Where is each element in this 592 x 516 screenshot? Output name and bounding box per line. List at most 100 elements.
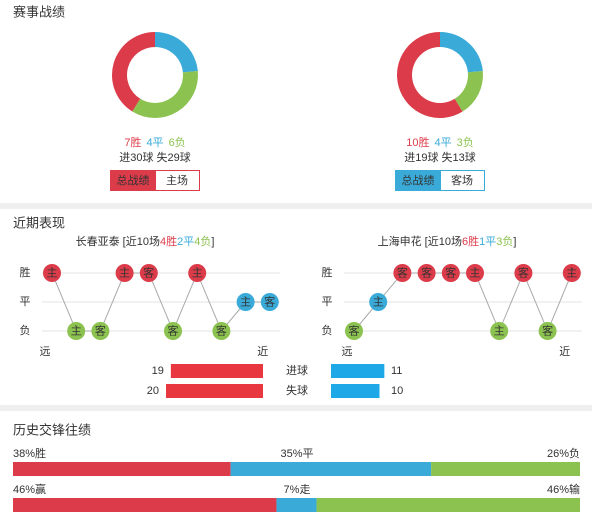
venue-label: 主 — [566, 266, 577, 279]
team-title-part: ] — [513, 236, 516, 248]
record-label: 4平 — [146, 137, 163, 149]
form-point — [164, 322, 182, 340]
venue-label: 主 — [494, 324, 505, 337]
history-label: 46%输 — [547, 482, 580, 496]
team-title-part: 4胜 — [160, 234, 177, 248]
venue-label: 客 — [95, 323, 106, 337]
venue-label: 主 — [71, 324, 82, 337]
form-point — [236, 293, 255, 311]
venue-label: 客 — [216, 323, 227, 337]
record-label: 4平 — [435, 137, 452, 149]
form-point — [562, 264, 581, 282]
history-bar — [431, 462, 580, 476]
team-title-part: ] — [211, 236, 214, 248]
venue-label: 主 — [192, 266, 203, 279]
level-label: 胜 — [322, 265, 333, 279]
history-bar — [230, 462, 432, 476]
donut-slice — [397, 32, 463, 118]
form-point — [514, 264, 533, 282]
goal-value: 19 — [152, 365, 164, 377]
level-label: 平 — [20, 296, 31, 308]
team-title-part: 2平 — [177, 236, 194, 248]
record-label: 10胜 — [406, 135, 429, 149]
donut-slice — [155, 32, 198, 73]
venue-label: 主 — [240, 295, 251, 308]
team-title-part: 1平 — [479, 236, 496, 248]
history-bar — [316, 498, 580, 512]
goal-label: 失球 — [286, 383, 308, 397]
donut-slice — [132, 71, 198, 118]
far-label: 远 — [342, 345, 353, 358]
record-summary: 10胜 4平 3负 — [406, 135, 474, 149]
team-title: 长春亚泰 [近10场4胜2平4负] — [76, 234, 215, 248]
venue-label: 主 — [373, 295, 384, 308]
form-point — [466, 264, 484, 282]
level-label: 胜 — [20, 265, 31, 279]
form-point — [538, 322, 557, 340]
tab-label: 总战绩 — [117, 173, 150, 187]
goal-bar — [331, 384, 380, 398]
form-point — [393, 264, 412, 282]
venue-label: 主 — [470, 266, 481, 279]
team-title-part: 3负 — [496, 234, 513, 248]
history-label: 26%负 — [547, 446, 580, 460]
section-title: 赛事战绩 — [13, 4, 65, 19]
goals-summary: 进19球 失13球 — [404, 150, 476, 164]
panel — [0, 209, 592, 405]
form-point — [345, 322, 363, 340]
venue-label: 客 — [445, 265, 456, 279]
donut-slice — [454, 71, 483, 112]
tab-label: 主场 — [166, 173, 188, 187]
form-point — [260, 293, 279, 311]
form-point — [67, 322, 86, 340]
tab[interactable] — [440, 170, 485, 191]
form-point — [417, 264, 436, 282]
record-label: 7胜 — [124, 135, 141, 149]
venue-label: 客 — [397, 265, 408, 279]
team-title-part: 长春亚泰 [近10场 — [76, 234, 160, 248]
venue-label: 客 — [542, 323, 553, 337]
form-point — [91, 322, 110, 340]
goals-summary: 进30球 失29球 — [119, 150, 191, 164]
goal-value: 20 — [147, 385, 159, 397]
goal-bar — [331, 364, 385, 378]
team-title-part: 6胜 — [462, 234, 479, 248]
history-bar — [13, 498, 277, 512]
far-label: 远 — [40, 345, 51, 358]
venue-label: 客 — [421, 265, 432, 279]
near-label: 近 — [559, 345, 570, 358]
goal-label: 进球 — [286, 363, 308, 377]
form-line — [51, 271, 270, 333]
form-point — [43, 264, 61, 282]
history-bar — [13, 462, 231, 476]
venue-label: 客 — [349, 323, 360, 337]
level-label: 负 — [322, 323, 333, 337]
section-title: 近期表现 — [13, 215, 65, 230]
goal-bar — [166, 384, 263, 398]
goal-value: 10 — [391, 385, 403, 397]
section-title: 历史交锋往绩 — [13, 422, 91, 437]
goal-value: 11 — [391, 365, 402, 377]
near-label: 近 — [257, 345, 268, 358]
history-label: 35%平 — [280, 448, 313, 460]
form-point — [441, 264, 460, 282]
donut-slice — [112, 32, 155, 112]
tab[interactable] — [155, 170, 200, 191]
history-label: 46%赢 — [13, 482, 46, 496]
history-bar — [276, 498, 317, 512]
level-label: 平 — [322, 296, 333, 308]
team-title: 上海申花 [近10场6胜1平3负] — [378, 234, 517, 248]
venue-label: 主 — [47, 266, 58, 279]
record-label: 3负 — [457, 135, 474, 149]
history-label: 7%走 — [284, 483, 311, 496]
goal-bar — [170, 364, 263, 378]
form-point — [188, 264, 207, 282]
history-label: 38%胜 — [13, 446, 46, 460]
venue-label: 客 — [168, 323, 179, 337]
level-label: 负 — [20, 323, 31, 337]
donut-slice — [440, 32, 483, 73]
tab-label: 客场 — [451, 173, 473, 187]
form-point — [369, 293, 388, 311]
